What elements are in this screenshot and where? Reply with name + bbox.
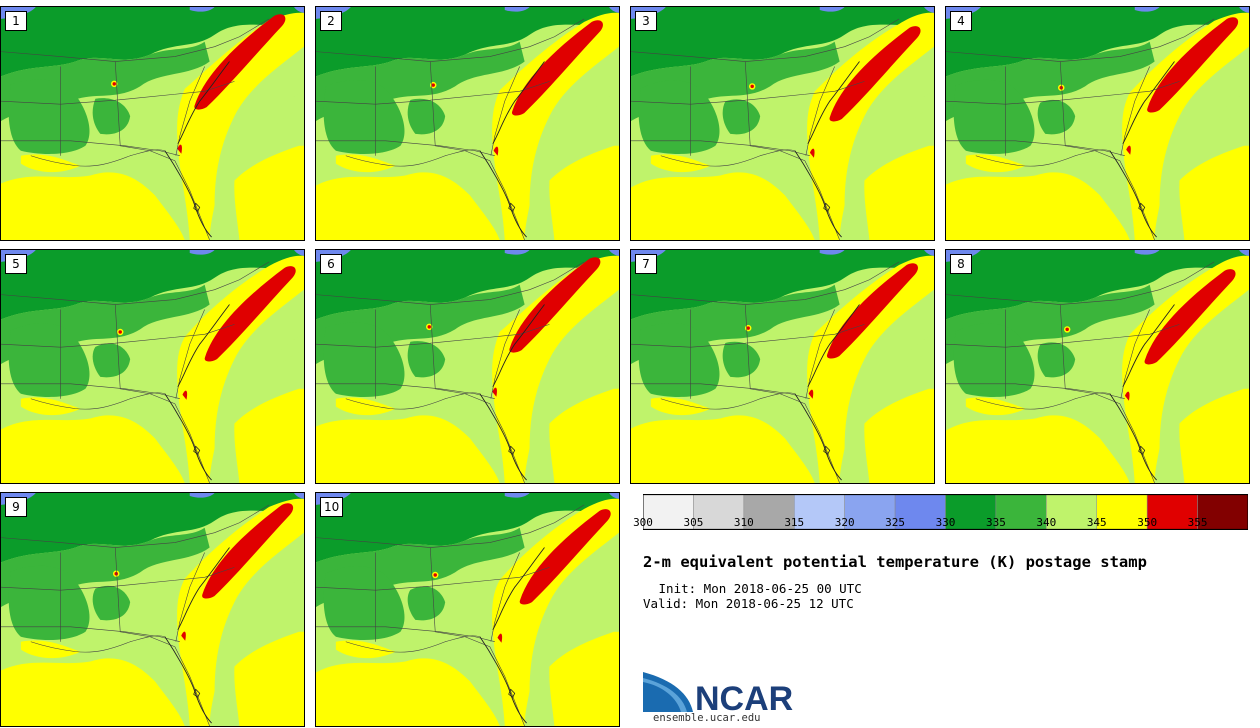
panel-number-label: 9 (5, 497, 27, 517)
figure-title: 2-m equivalent potential temperature (K)… (643, 553, 1147, 571)
panel-number-label: 2 (320, 11, 342, 31)
ensemble-member-panel: 7 (630, 249, 935, 484)
panel-number-label: 8 (950, 254, 972, 274)
colorbar-swatch (643, 494, 694, 530)
ensemble-member-panel: 4 (945, 6, 1250, 241)
colorbar-swatch (894, 494, 946, 530)
colorbar (643, 494, 1248, 530)
panel-number-label: 4 (950, 11, 972, 31)
valid-time: Valid: Mon 2018-06-25 12 UTC (643, 596, 854, 611)
panel-number-label: 5 (5, 254, 27, 274)
ncar-logo-text: NCAR (695, 680, 793, 716)
colorbar-tick-label: 335 (985, 516, 1006, 529)
ensemble-member-panel: 8 (945, 249, 1250, 484)
init-time: Init: Mon 2018-06-25 00 UTC (651, 581, 862, 596)
ensemble-member-panel: 10 (315, 492, 620, 727)
colorbar-tick-label: 350 (1137, 516, 1158, 529)
colorbar-tick-label: 345 (1086, 516, 1107, 529)
panel-number-label: 1 (5, 11, 27, 31)
panel-number-label: 3 (635, 11, 657, 31)
colorbar-tick-label: 355 (1187, 516, 1208, 529)
ensemble-member-panel: 1 (0, 6, 305, 241)
ensemble-member-panel: 5 (0, 249, 305, 484)
panel-number-label: 7 (635, 254, 657, 274)
colorbar-tick-label: 340 (1036, 516, 1057, 529)
colorbar-tick-label: 310 (733, 516, 754, 529)
colorbar-tick-label: 325 (885, 516, 906, 529)
ensemble-member-panel: 2 (315, 6, 620, 241)
ensemble-url: ensemble.ucar.edu (653, 712, 761, 724)
colorbar-tick-label: 300 (633, 516, 653, 529)
colorbar-tick-label: 315 (784, 516, 805, 529)
ensemble-member-panel: 9 (0, 492, 305, 727)
colorbar-swatch (945, 494, 997, 530)
panel-number-label: 6 (320, 254, 342, 274)
colorbar-swatch (1046, 494, 1098, 530)
colorbar-swatch (844, 494, 896, 530)
ensemble-member-panel: 3 (630, 6, 935, 241)
colorbar-tick-label: 320 (834, 516, 855, 529)
panel-number-label: 10 (320, 497, 344, 517)
colorbar-tick-label: 305 (683, 516, 704, 529)
ensemble-member-panel: 6 (315, 249, 620, 484)
colorbar-tick-label: 330 (935, 516, 956, 529)
ncar-logo: NCAR (643, 672, 793, 716)
